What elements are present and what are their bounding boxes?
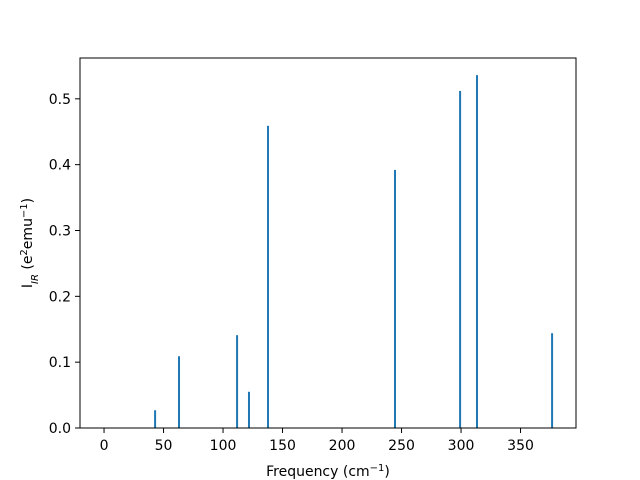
y-tick-label: 0.1 — [49, 355, 71, 371]
x-axis-label: Frequency (cm−1) — [266, 463, 390, 480]
bar — [154, 410, 157, 428]
x-tick-label: 350 — [507, 438, 534, 454]
bar — [178, 356, 181, 428]
y-tick-label: 0.2 — [49, 289, 71, 305]
bar — [247, 391, 250, 428]
bar — [267, 125, 270, 428]
bar — [475, 75, 478, 429]
x-axis-label-part: Frequency (cm — [266, 464, 370, 480]
y-axis-label: IIR (e2emu−1) — [19, 198, 41, 288]
bar — [236, 335, 239, 428]
y-tick-label: 0.5 — [49, 92, 71, 108]
x-tick-label: 100 — [210, 438, 237, 454]
x-tick-label: 0 — [100, 438, 109, 454]
x-axis-label-part: ) — [384, 464, 389, 480]
y-axis-label-part: −1 — [19, 203, 30, 218]
bar — [551, 333, 554, 428]
y-tick-label: 0.4 — [49, 158, 71, 174]
x-axis-label-part: −1 — [370, 463, 385, 474]
y-axis-label-part: I — [20, 284, 36, 288]
y-axis-label-part: 2 — [19, 249, 30, 255]
y-axis-label-part: IR — [30, 274, 41, 284]
bar — [459, 90, 462, 428]
bar — [393, 169, 396, 429]
x-tick-label: 300 — [448, 438, 475, 454]
x-tick-label: 50 — [155, 438, 173, 454]
y-axis-label-part: emu — [20, 218, 36, 249]
y-axis-label-part: (e — [20, 256, 36, 275]
x-tick-label: 200 — [329, 438, 356, 454]
y-axis-label-part: ) — [20, 198, 36, 203]
y-tick-label: 0.3 — [49, 223, 71, 239]
x-tick-label: 250 — [388, 438, 415, 454]
plot-frame — [79, 57, 577, 429]
y-tick-label: 0.0 — [49, 421, 71, 437]
x-tick-label: 150 — [269, 438, 296, 454]
